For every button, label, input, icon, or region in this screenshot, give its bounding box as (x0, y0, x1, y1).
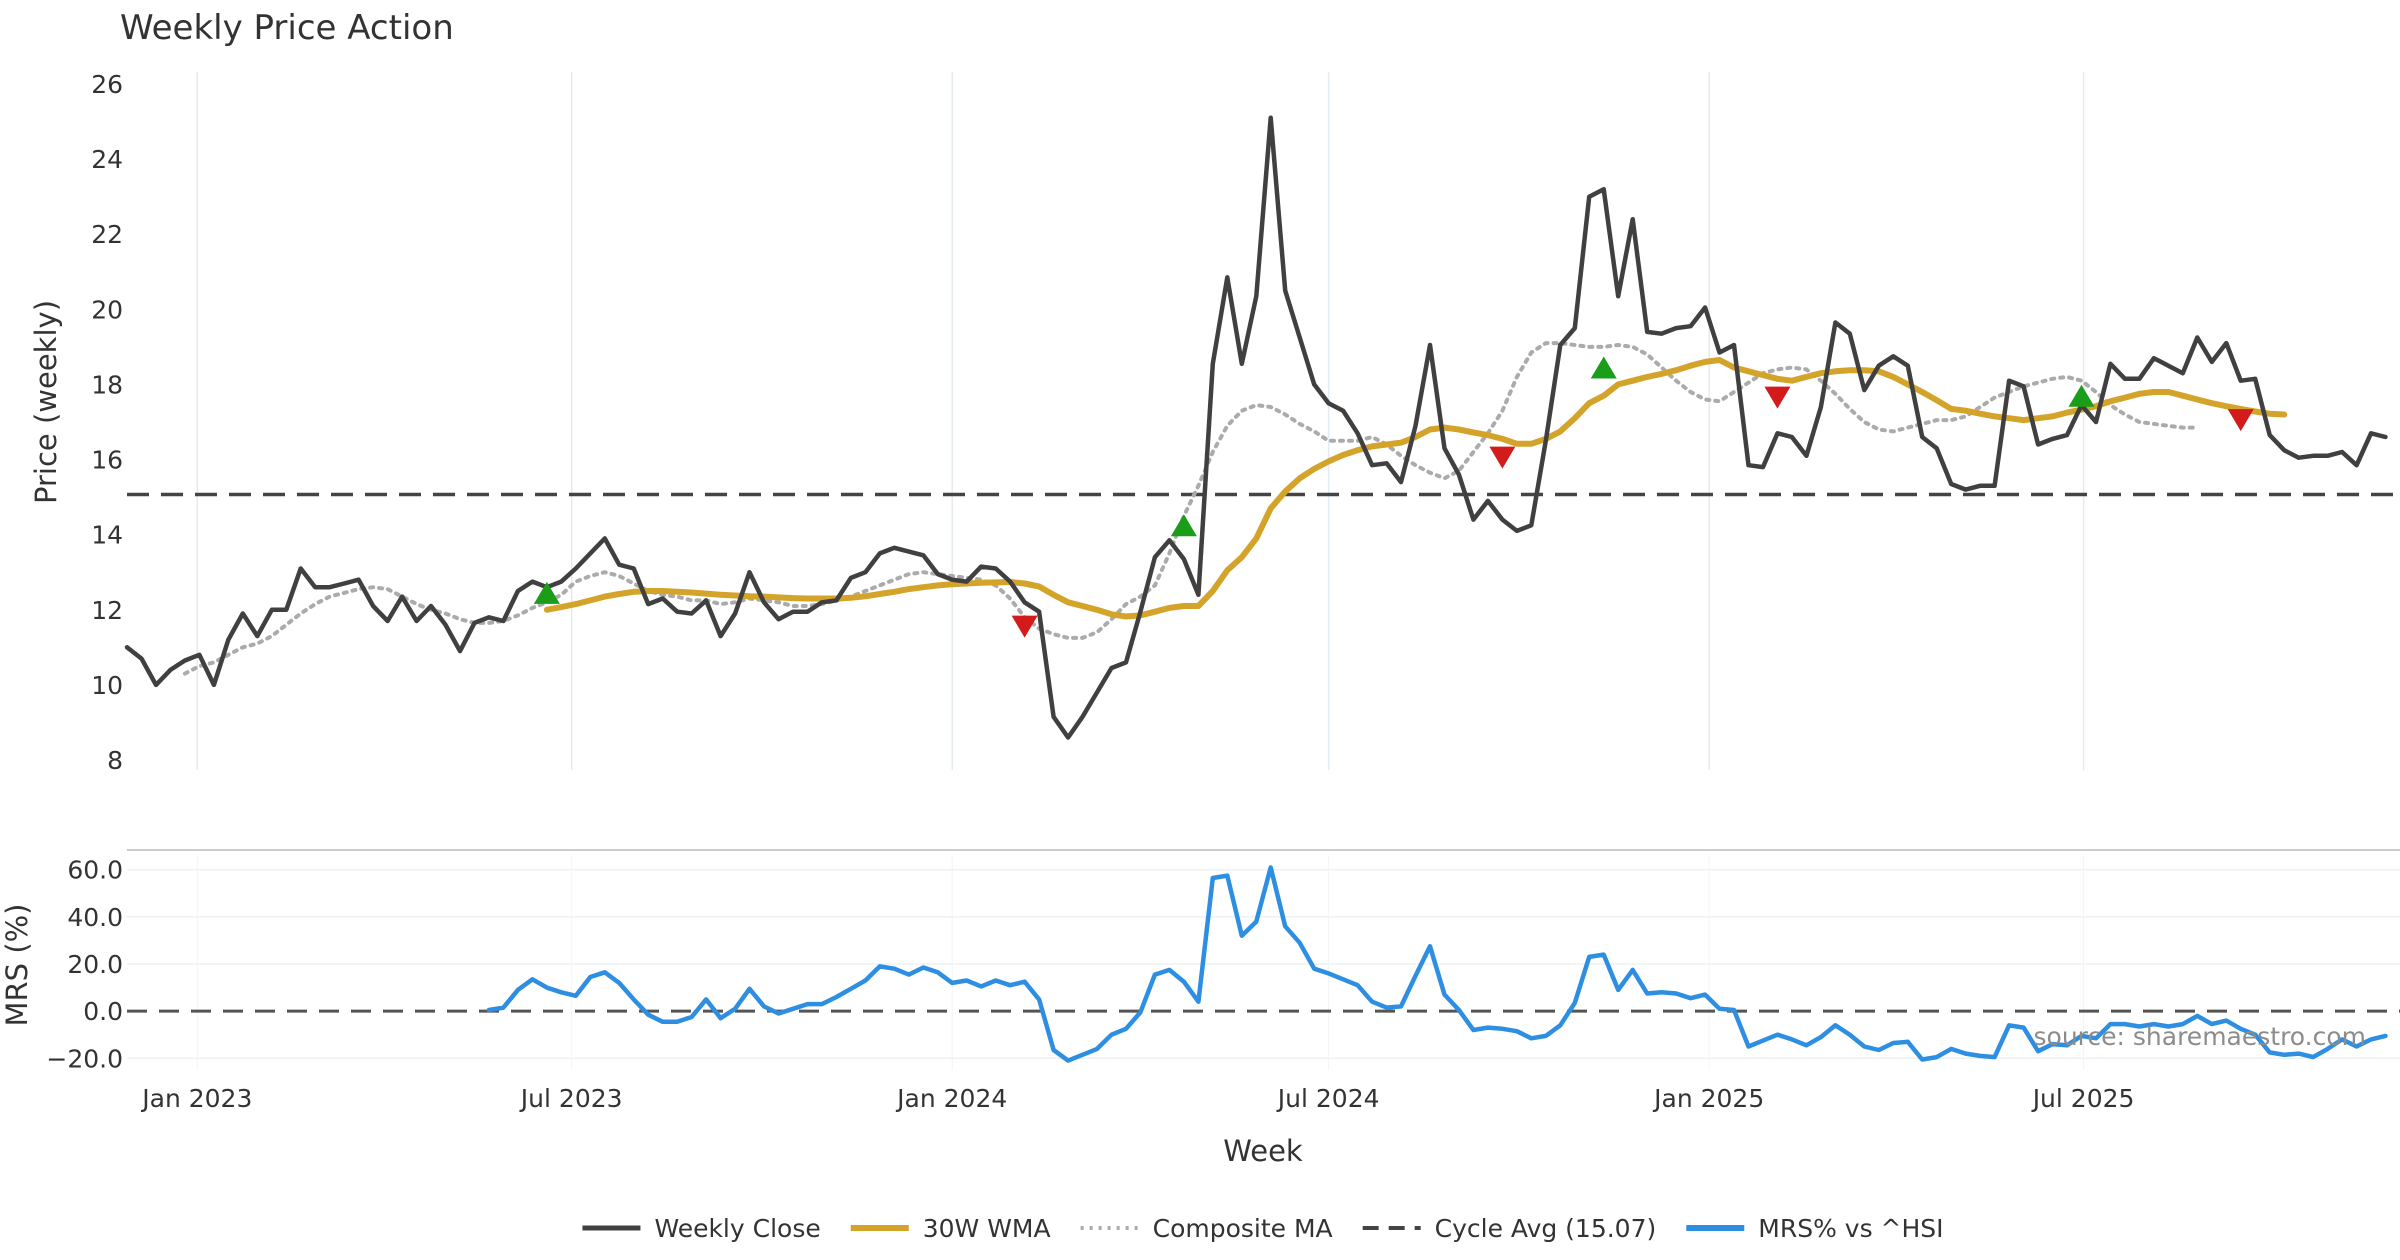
x-axis-label: Week (1223, 1134, 1303, 1168)
buy-signal-marker-5 (1590, 356, 1617, 379)
mrs-panel: −20.0 0.0 20.0 40.0 60.0 MRS (%) source: sha… (0, 849, 2400, 1074)
x-tick-jan-2023: Jan 2023 (140, 1084, 252, 1113)
price-y-axis-ticks: 8 10 12 14 16 18 20 22 24 26 (91, 70, 123, 775)
buy-signal-marker-1 (533, 581, 560, 604)
legend-label-30w-wma: 30W WMA (923, 1214, 1051, 1243)
chart-title: Weekly Price Action (120, 8, 454, 48)
mrs-y-tick-0-0: 0.0 (83, 997, 123, 1026)
mrs-y-tick-60-0: 60.0 (67, 856, 123, 885)
price-y-tick-18: 18 (91, 370, 123, 399)
x-tick-jan-2024: Jan 2024 (895, 1084, 1007, 1113)
source-watermark: source: sharemaestro.com (2034, 1022, 2367, 1051)
buy-signal-marker-7 (2068, 384, 2095, 407)
signal-markers (533, 356, 2254, 638)
price-y-tick-14: 14 (91, 521, 123, 550)
price-y-axis-label: Price (weekly) (29, 300, 63, 504)
x-tick-jul-2025: Jul 2025 (2031, 1084, 2135, 1113)
mrs-y-tick-20-0: −20.0 (46, 1044, 123, 1073)
mrs-gridlines (127, 855, 2400, 1070)
price-y-tick-12: 12 (91, 596, 123, 625)
mrs-y-tick-20-0: 20.0 (67, 950, 123, 979)
x-tick-jul-2024: Jul 2024 (1276, 1084, 1380, 1113)
legend-label-weekly-close: Weekly Close (654, 1214, 820, 1243)
price-series-lines (124, 115, 2388, 740)
price-y-tick-10: 10 (91, 671, 123, 700)
price-y-tick-20: 20 (91, 295, 123, 324)
mrs-vs-hsi-line (486, 865, 2388, 1063)
price-y-tick-22: 22 (91, 220, 123, 249)
price-panel: 8 10 12 14 16 18 20 22 24 26 Price (weekly) (29, 70, 2400, 775)
price-y-tick-8: 8 (107, 746, 123, 775)
sell-signal-marker-2 (1011, 615, 1038, 638)
weekly-close-line (124, 115, 2388, 740)
price-y-tick-26: 26 (91, 70, 123, 99)
price-y-tick-24: 24 (91, 145, 123, 174)
price-y-tick-16: 16 (91, 446, 123, 475)
sell-signal-marker-4 (1489, 446, 1516, 469)
mrs-y-axis-ticks: −20.0 0.0 20.0 40.0 60.0 (46, 856, 123, 1074)
mrs-series-lines (486, 865, 2388, 1063)
mrs-y-axis-label: MRS (%) (0, 904, 34, 1027)
sell-signal-marker-6 (1764, 386, 1791, 409)
sell-signal-marker-8 (2227, 409, 2254, 432)
x-axis-ticks: Jan 2023 Jul 2023 Jan 2024 Jul 2024 Jan 2025… (140, 1084, 2134, 1113)
composite-ma-line (182, 341, 2200, 676)
legend-label-mrs-vs-hsi: MRS% vs ^HSI (1758, 1214, 1943, 1243)
legend-label-cycle-avg-15-07: Cycle Avg (15.07) (1435, 1214, 1657, 1243)
legend: Weekly Close 30W WMA Composite MA Cycle Avg… (582, 1214, 1944, 1243)
buy-signal-marker-3 (1170, 514, 1197, 537)
mrs-y-tick-40-0: 40.0 (67, 903, 123, 932)
legend-label-composite-ma: Composite MA (1153, 1214, 1333, 1243)
x-tick-jul-2023: Jul 2023 (519, 1084, 623, 1113)
x-tick-jan-2025: Jan 2025 (1652, 1084, 1764, 1113)
